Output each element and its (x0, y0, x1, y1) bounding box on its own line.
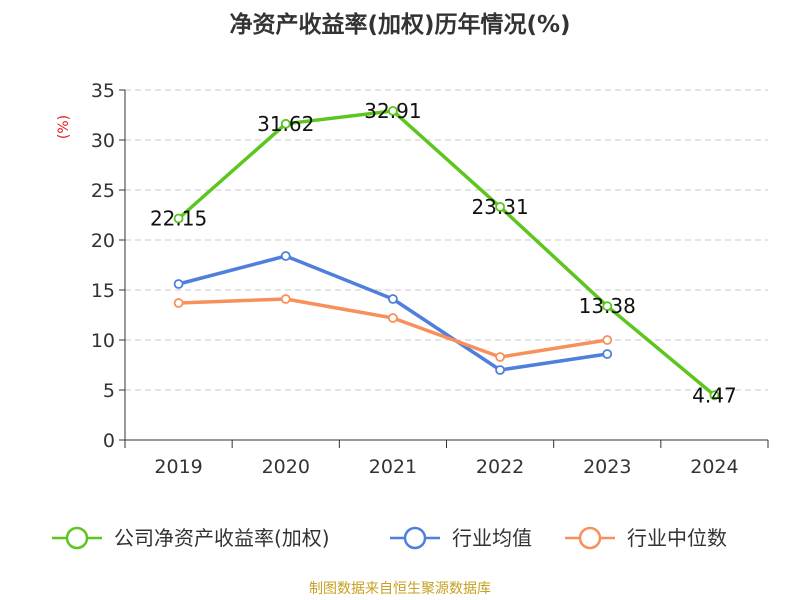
data-label: 13.38 (579, 294, 636, 318)
series-line (176, 109, 717, 398)
data-point (495, 352, 505, 362)
legend-item[interactable]: 公司净资产收益率(加权) (52, 526, 330, 550)
legend-item[interactable]: 行业均值 (390, 526, 532, 550)
data-point (602, 349, 613, 359)
chart-title: 净资产收益率(加权)历年情况(%) (229, 11, 570, 38)
grid-lines (125, 89, 768, 391)
y-tick-label: 30 (91, 130, 115, 152)
data-label: 31.62 (257, 112, 314, 136)
data-point (709, 390, 720, 401)
data-label: 22.15 (150, 207, 207, 231)
y-tick-label: 25 (91, 180, 115, 202)
series-line (176, 297, 609, 359)
data-point (495, 365, 505, 375)
data-point (173, 279, 184, 289)
data-label: 32.91 (364, 99, 421, 123)
x-tick-label: 2022 (476, 456, 524, 478)
series-lines (173, 106, 720, 401)
data-point (280, 118, 291, 129)
data-point (388, 294, 398, 304)
data-point (173, 213, 184, 224)
x-tick-label: 2021 (369, 456, 417, 478)
data-labels: 22.15 31.62 32.91 23.31 13.38 4.47 (150, 99, 737, 407)
x-tick-label: 2020 (262, 456, 310, 478)
legend-label: 行业中位数 (627, 526, 727, 550)
x-tick-label: 2023 (583, 456, 631, 478)
legend-circle-icon (403, 526, 427, 550)
series-line (176, 254, 609, 372)
legend-label: 公司净资产收益率(加权) (114, 526, 330, 550)
y-tick-label: 15 (91, 280, 115, 302)
data-point (388, 106, 398, 116)
legend-circle-icon (578, 526, 602, 550)
x-tick-label: 2019 (154, 456, 202, 478)
data-point (280, 294, 291, 304)
y-tick-label: 5 (103, 380, 115, 402)
axes: 0 5 10 15 20 25 30 35 2019 2020 2021 2022 2023 2024 (91, 80, 769, 478)
legend-circle-icon (65, 526, 89, 550)
source-note: 制图数据来自恒生聚源数据库 (309, 581, 491, 597)
y-tick-label: 35 (91, 80, 115, 102)
y-tick-label: 10 (91, 330, 115, 352)
data-label: 23.31 (471, 195, 528, 219)
legend-label: 行业均值 (452, 526, 532, 550)
y-tick-label: 0 (103, 430, 115, 452)
data-point (173, 298, 184, 308)
y-axis-unit-label: (%) (56, 115, 72, 139)
data-point (495, 201, 505, 212)
data-point (602, 335, 613, 345)
data-point (602, 301, 613, 312)
x-tick-label: 2024 (690, 456, 738, 478)
data-label: 4.47 (692, 383, 737, 407)
legend: 公司净资产收益率(加权) 行业均值 行业中位数 (52, 526, 727, 550)
y-tick-label: 20 (91, 230, 115, 252)
legend-item[interactable]: 行业中位数 (565, 526, 727, 550)
data-point (280, 251, 291, 261)
data-point (388, 313, 398, 323)
